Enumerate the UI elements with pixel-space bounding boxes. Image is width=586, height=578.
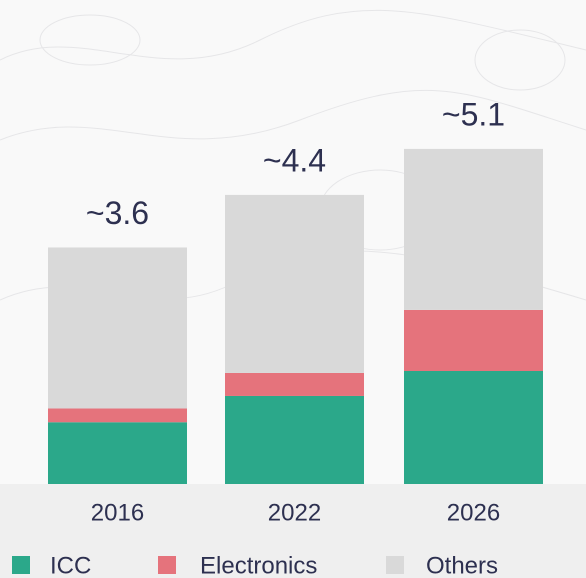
- bar-segment: [48, 247, 187, 409]
- footer-band: [0, 484, 586, 578]
- bar-segment: [48, 408, 187, 423]
- bar-segment: [404, 148, 543, 310]
- total-label: ~5.1: [442, 96, 505, 132]
- total-label: ~3.6: [86, 195, 149, 231]
- bar-segment: [225, 395, 364, 484]
- legend-swatch: [12, 556, 30, 574]
- bar-segment: [404, 309, 543, 371]
- bar-segment: [404, 370, 543, 484]
- bar-segment: [225, 194, 364, 373]
- bar-segment: [225, 372, 364, 396]
- legend-label: ICC: [50, 552, 91, 578]
- bar-segment: [48, 422, 187, 484]
- legend-label: Others: [426, 552, 498, 578]
- legend-label: Electronics: [200, 552, 317, 578]
- legend-swatch: [386, 556, 404, 574]
- x-tick-label: 2026: [447, 499, 500, 526]
- total-label: ~4.4: [263, 142, 326, 178]
- legend-swatch: [158, 556, 176, 574]
- x-tick-label: 2022: [268, 499, 321, 526]
- x-tick-label: 2016: [91, 499, 144, 526]
